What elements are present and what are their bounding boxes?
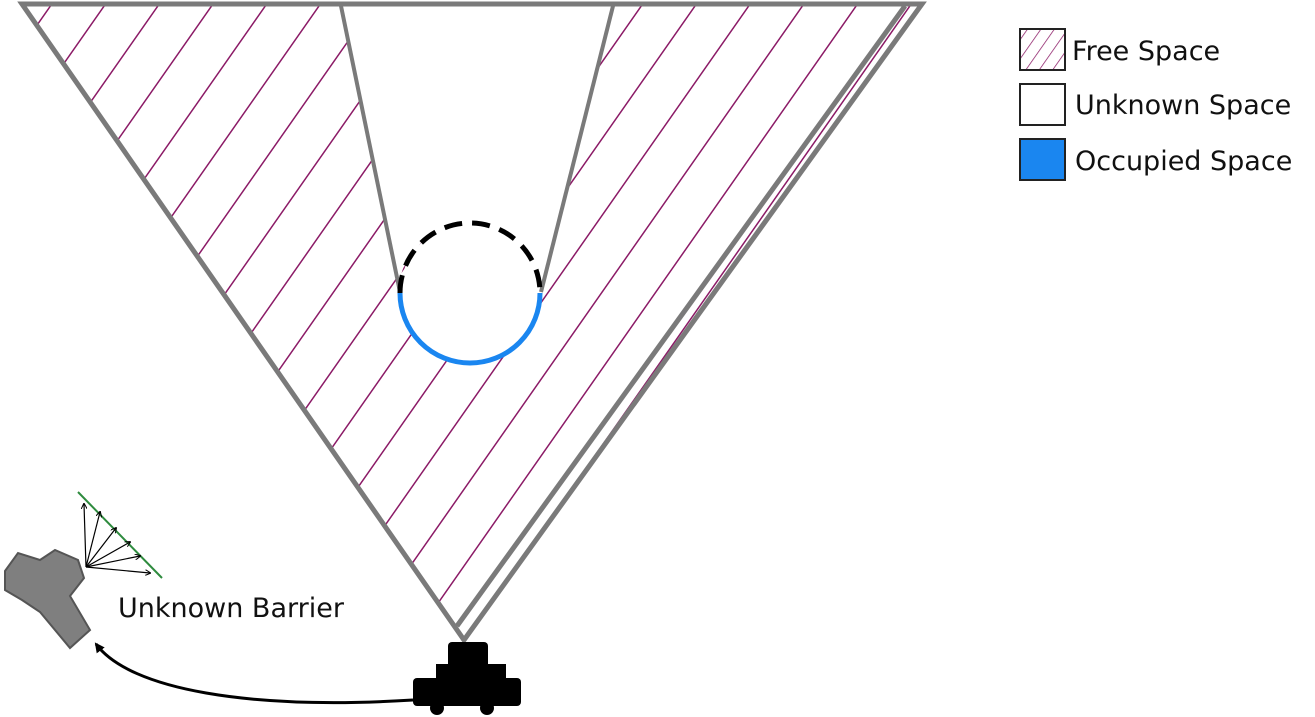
- obstacle-occupied-arc: [397, 292, 543, 366]
- occluded-unknown-region: [341, 6, 613, 292]
- legend-label: Free Space: [1072, 36, 1220, 67]
- barrier-label: Unknown Barrier: [118, 593, 345, 624]
- legend-item-free-space: Free Space: [1019, 28, 1220, 71]
- occluder-interior: [400, 223, 540, 363]
- legend-item-occupied-space: Occupied Space: [1019, 138, 1292, 181]
- barrier-robot-icon: [4, 548, 92, 650]
- occlusion-boundary-lines: [339, 5, 615, 293]
- obstacle-unseen-arc: [397, 220, 543, 294]
- legend-item-unknown-space: Unknown Space: [1019, 83, 1291, 126]
- legend: Free Space Unknown Space Occupied Space: [1019, 28, 1292, 181]
- unknown-space-swatch: [1019, 83, 1066, 126]
- camera-robot-icon: [413, 642, 521, 715]
- frustum-outline: [17, 1, 927, 645]
- legend-label: Unknown Space: [1075, 90, 1291, 121]
- legend-label: Occupied Space: [1075, 146, 1292, 177]
- barrier-normal-fan: [77, 491, 163, 579]
- motion-arrow: [94, 642, 414, 705]
- occupied-space-swatch: [1019, 138, 1066, 181]
- free-space-swatch: [1019, 28, 1066, 71]
